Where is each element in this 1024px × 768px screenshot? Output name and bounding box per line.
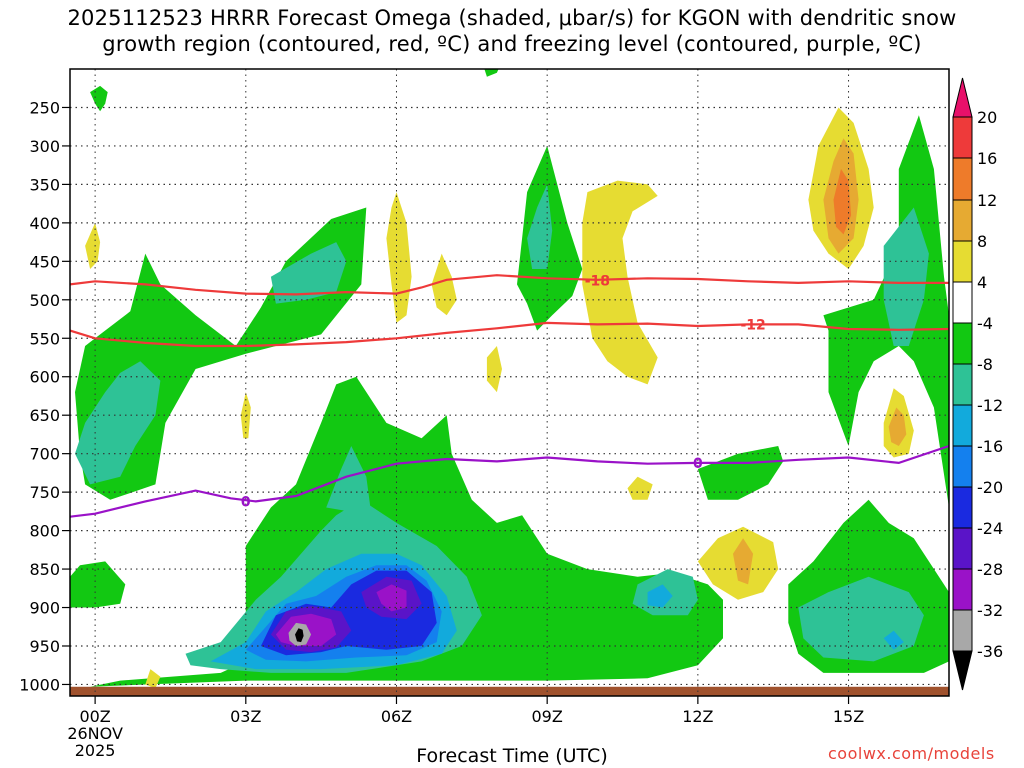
- omega-region: [295, 628, 304, 643]
- colorbar-label: -24: [977, 519, 1003, 538]
- colorbar-bin: [952, 157, 973, 201]
- omega-region: [647, 584, 673, 608]
- colorbar-bin: [952, 240, 973, 283]
- contour-label--12: -12: [740, 317, 765, 333]
- y-tick-label: 550: [29, 329, 60, 348]
- contour-label--18: -18: [585, 274, 610, 290]
- omega-region: [883, 207, 929, 346]
- ground-surface: [70, 686, 949, 696]
- contour-line-0: [70, 444, 949, 518]
- colorbar-label: -20: [977, 478, 1003, 497]
- colorbar-label: 16: [977, 149, 997, 168]
- y-tick-label: 500: [29, 291, 60, 310]
- chart-title-line-1: 2025112523 HRRR Forecast Omega (shaded, …: [67, 6, 957, 30]
- omega-region: [85, 222, 101, 269]
- colorbar-label: 20: [977, 108, 997, 127]
- omega-region: [627, 476, 653, 500]
- colorbar-legend: 20 16 12 8 4 -4 -8 -12 -16 -20 -24 -28 -32 -36: [952, 77, 1003, 691]
- colorbar-label: -32: [977, 601, 1003, 620]
- omega-region: [240, 392, 251, 439]
- y-tick-label: 700: [29, 445, 60, 464]
- colorbar-bin: [952, 199, 973, 242]
- colorbar-bin: [952, 486, 973, 529]
- colorbar-bin: [952, 116, 973, 159]
- x-axis-label: Forecast Time (UTC): [416, 745, 608, 767]
- omega-region: [582, 180, 658, 385]
- site-credit: coolwx.com/models: [828, 744, 995, 763]
- colorbar-cap-bottom: [952, 650, 973, 691]
- colorbar-label: -16: [977, 437, 1003, 456]
- colorbar-bin: [952, 609, 973, 652]
- omega-region: [90, 85, 108, 112]
- omega-region: [376, 584, 407, 612]
- colorbar-label: -8: [977, 355, 993, 374]
- y-tick-label: 450: [29, 252, 60, 271]
- colorbar-label: -36: [977, 642, 1003, 661]
- y-tick-label: 1000: [19, 675, 60, 694]
- y-tick-label: 300: [29, 137, 60, 156]
- x-tick-label: 2025: [75, 741, 116, 760]
- colorbar-bin: [952, 527, 973, 570]
- colorbar-label: -12: [977, 396, 1003, 415]
- x-tick-label: 26NOV: [67, 724, 123, 743]
- contour-label-0b: 0: [693, 456, 703, 472]
- omega-region: [386, 192, 412, 323]
- y-tick-label: 400: [29, 214, 60, 233]
- colorbar-bin: [952, 363, 973, 406]
- colorbar-label: -28: [977, 560, 1003, 579]
- y-tick-label: 800: [29, 522, 60, 541]
- y-tick-label: 250: [29, 98, 60, 117]
- y-tick-label: 950: [29, 637, 60, 656]
- y-tick-label: 350: [29, 175, 60, 194]
- y-tick-label: 650: [29, 406, 60, 425]
- y-axis-ticks: 250 300 350 400 450 500 550 600 650 700 750 800 850 9…: [19, 98, 70, 694]
- omega-region: [888, 407, 907, 446]
- omega-region: [75, 361, 161, 485]
- omega-region: [145, 669, 161, 689]
- omega-region: [492, 0, 532, 23]
- colorbar-cap-top: [952, 77, 973, 118]
- colorbar-label: 8: [977, 232, 987, 251]
- omega-region: [833, 169, 852, 235]
- contour-label-0: 0: [241, 494, 251, 510]
- grid-lines: [70, 69, 949, 696]
- omega-region: [484, 69, 499, 77]
- y-tick-label: 900: [29, 599, 60, 618]
- y-tick-label: 850: [29, 560, 60, 579]
- contour-line--18: [70, 274, 949, 296]
- colorbar-bin: [952, 281, 973, 324]
- colorbar-label: 4: [977, 273, 987, 292]
- omega-region: [883, 630, 904, 650]
- ground-layer: [70, 686, 949, 696]
- chart-title-line-2: growth region (contoured, red, ºC) and f…: [102, 32, 922, 56]
- colorbar-bin: [952, 322, 973, 365]
- y-tick-label: 600: [29, 368, 60, 387]
- x-tick-label: 06Z: [381, 707, 412, 726]
- colorbar-bin: [952, 404, 973, 447]
- colorbar-label: -4: [977, 314, 993, 333]
- colorbar-label: 12: [977, 191, 997, 210]
- omega-region: [693, 0, 728, 23]
- colorbar-bin: [952, 568, 973, 611]
- x-tick-label: 15Z: [833, 707, 864, 726]
- y-tick-label: 750: [29, 483, 60, 502]
- omega-region: [326, 446, 372, 516]
- contour-line--12: [70, 321, 949, 348]
- x-tick-label: 09Z: [532, 707, 563, 726]
- omega-region: [527, 184, 553, 269]
- omega-region: [70, 561, 126, 608]
- omega-region: [486, 346, 502, 393]
- colorbar-bin: [952, 445, 973, 488]
- omega-region: [270, 242, 347, 304]
- omega-region: [733, 538, 754, 585]
- x-tick-label: 03Z: [230, 707, 261, 726]
- omega-shading: [70, 0, 949, 689]
- temperature-contours: -18 -12 0 0: [70, 274, 949, 518]
- x-tick-label: 00Z: [79, 707, 110, 726]
- omega-region: [697, 446, 784, 500]
- plot-frame: [69, 68, 950, 697]
- x-tick-label: 12Z: [682, 707, 713, 726]
